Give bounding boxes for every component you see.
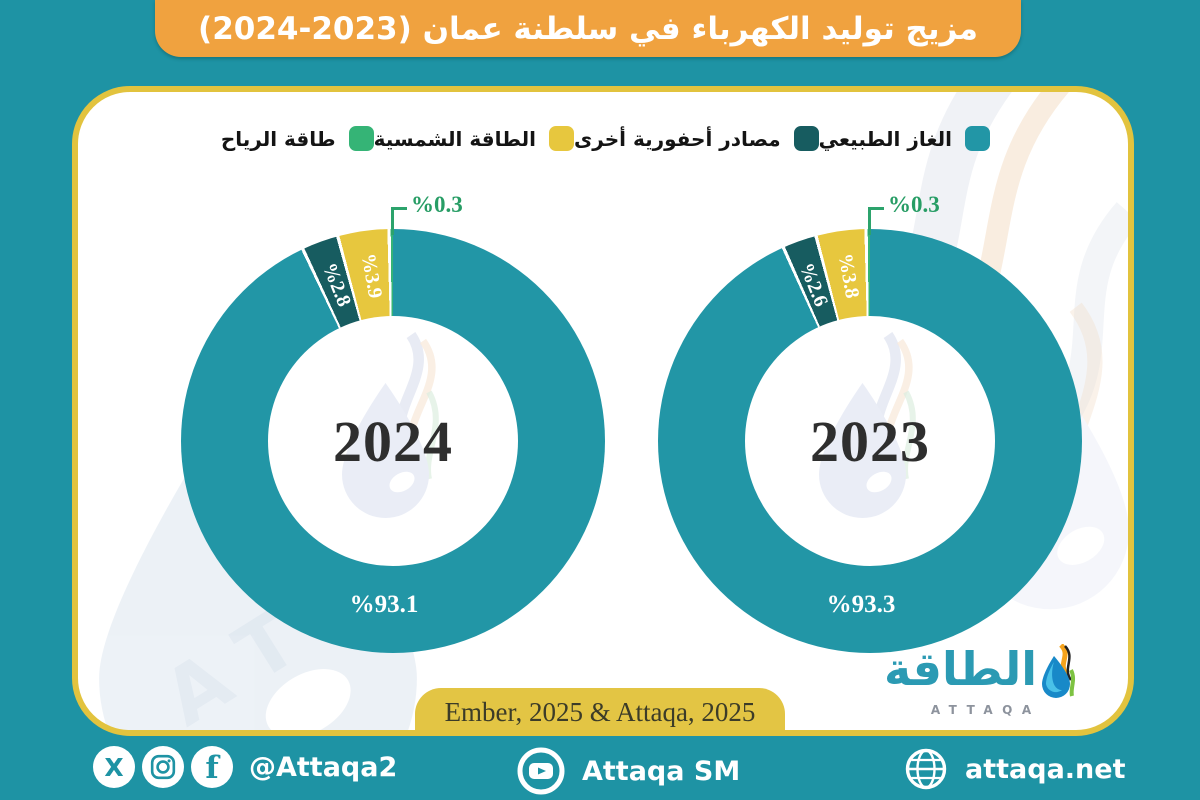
- attaqa-logo-arabic: الطاقة: [883, 642, 1038, 696]
- solar-value-2024: %3.9: [356, 251, 387, 300]
- wind-callout-line-2023: [868, 207, 884, 235]
- legend-label-solar: الطاقة الشمسية: [373, 126, 536, 151]
- page-title: مزيج توليد الكهرباء في سلطنة عمان (2023-…: [198, 10, 978, 47]
- solar-value-2023: %3.8: [833, 251, 864, 300]
- legend-swatch-solar: [548, 126, 574, 151]
- footer-social-handles[interactable]: X f @Attaqa2: [93, 746, 397, 788]
- gas-value-2024: %93.1: [349, 591, 419, 618]
- source-pill: Ember, 2025 & Attaqa, 2025: [415, 688, 785, 730]
- attaqa-logo-latin: ATTAQA: [930, 703, 1041, 717]
- title-banner: مزيج توليد الكهرباء في سلطنة عمان (2023-…: [155, 0, 1021, 57]
- donut-chart-2024: %0.3 %2.8 %3.9 %93.1 2024: [181, 192, 605, 653]
- legend-swatch-natural-gas: [965, 126, 990, 151]
- chart-year-2024: 2024: [333, 408, 453, 474]
- attaqa-logo: الطاقة ATTAQA: [876, 644, 1086, 717]
- gas-value-2023: %93.3: [826, 591, 896, 618]
- website-label: attaqa.net: [965, 753, 1126, 785]
- wind-value-2023: %0.3: [888, 192, 940, 217]
- legend-item-solar: الطاقة الشمسية: [374, 126, 574, 151]
- fossil-value-2023: %2.6: [794, 259, 833, 310]
- donut-chart-2023: %0.3 %2.6 %3.8 %93.3 2023: [658, 192, 1082, 653]
- legend-item-natural-gas: الغاز الطبيعي: [819, 126, 990, 151]
- footer-website[interactable]: attaqa.net: [903, 746, 1126, 792]
- fossil-value-2024: %2.8: [317, 259, 356, 310]
- legend-label-natural-gas: الغاز الطبيعي: [818, 126, 952, 151]
- donut-hole-2024: 2024: [268, 316, 518, 566]
- youtube-label: Attaqa SM: [582, 755, 741, 787]
- footer-youtube[interactable]: Attaqa SM: [516, 746, 740, 796]
- legend-swatch-wind: [348, 126, 374, 151]
- infographic-card: ATTAQA الغاز الطبيعي مصادر أحفورية أخرى …: [72, 86, 1134, 736]
- globe-icon[interactable]: [903, 746, 949, 792]
- chart-legend: الغاز الطبيعي مصادر أحفورية أخرى الطاقة …: [221, 126, 990, 151]
- wind-callout-line-2024: [391, 207, 407, 235]
- wind-value-2024: %0.3: [411, 192, 463, 217]
- legend-swatch-other-fossil: [793, 126, 819, 151]
- attaqa-droplet-icon: [1042, 644, 1076, 698]
- droplet-watermark-icon: [342, 332, 439, 518]
- instagram-icon[interactable]: [142, 746, 184, 788]
- social-handle: @Attaqa2: [249, 751, 398, 783]
- youtube-icon[interactable]: [516, 746, 566, 796]
- source-text: Ember, 2025 & Attaqa, 2025: [444, 696, 756, 727]
- legend-label-other-fossil: مصادر أحفورية أخرى: [573, 126, 781, 151]
- legend-item-other-fossil: مصادر أحفورية أخرى: [574, 126, 819, 151]
- legend-item-wind: طاقة الرياح: [221, 126, 374, 151]
- facebook-icon[interactable]: f: [191, 746, 233, 788]
- chart-year-2023: 2023: [810, 408, 930, 474]
- legend-label-wind: طاقة الرياح: [220, 126, 336, 151]
- donut-hole-2023: 2023: [745, 316, 995, 566]
- x-twitter-icon[interactable]: X: [93, 746, 135, 788]
